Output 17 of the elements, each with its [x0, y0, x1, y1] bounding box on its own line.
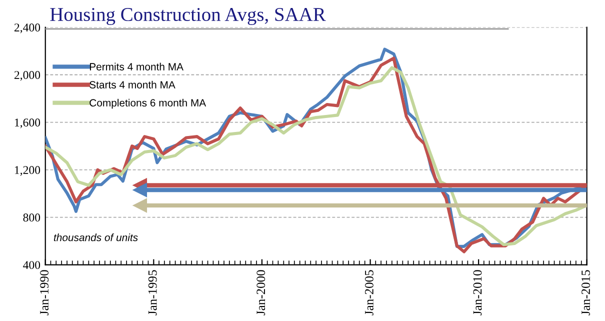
y-tick-label: 1,600 — [14, 118, 40, 128]
x-tick-label: Jan-1995 — [148, 270, 157, 316]
x-tick-label: Jan-1990 — [40, 270, 49, 316]
x-tick-label: Jan-2000 — [256, 270, 266, 316]
x-tick-label: Jan-2010 — [473, 270, 482, 316]
y-tick-label: 400 — [23, 261, 40, 270]
x-tick-label: Jan-2015 — [582, 270, 590, 316]
chart-title: Housing Construction Avgs, SAAR — [50, 8, 326, 26]
y-tick-label: 1,200 — [14, 166, 40, 176]
annotation: thousands of units — [54, 234, 138, 242]
y-tick-label: 2,000 — [14, 71, 40, 81]
x-tick-label: Jan-2005 — [364, 270, 374, 316]
y-tick-label: 800 — [23, 214, 40, 222]
y-tick-label: 2,400 — [14, 24, 40, 34]
legend-label: Completions 6 month MA — [90, 98, 206, 109]
legend-label: Permits 4 month MA — [90, 62, 184, 70]
legend-label: Starts 4 month MA — [90, 80, 176, 88]
